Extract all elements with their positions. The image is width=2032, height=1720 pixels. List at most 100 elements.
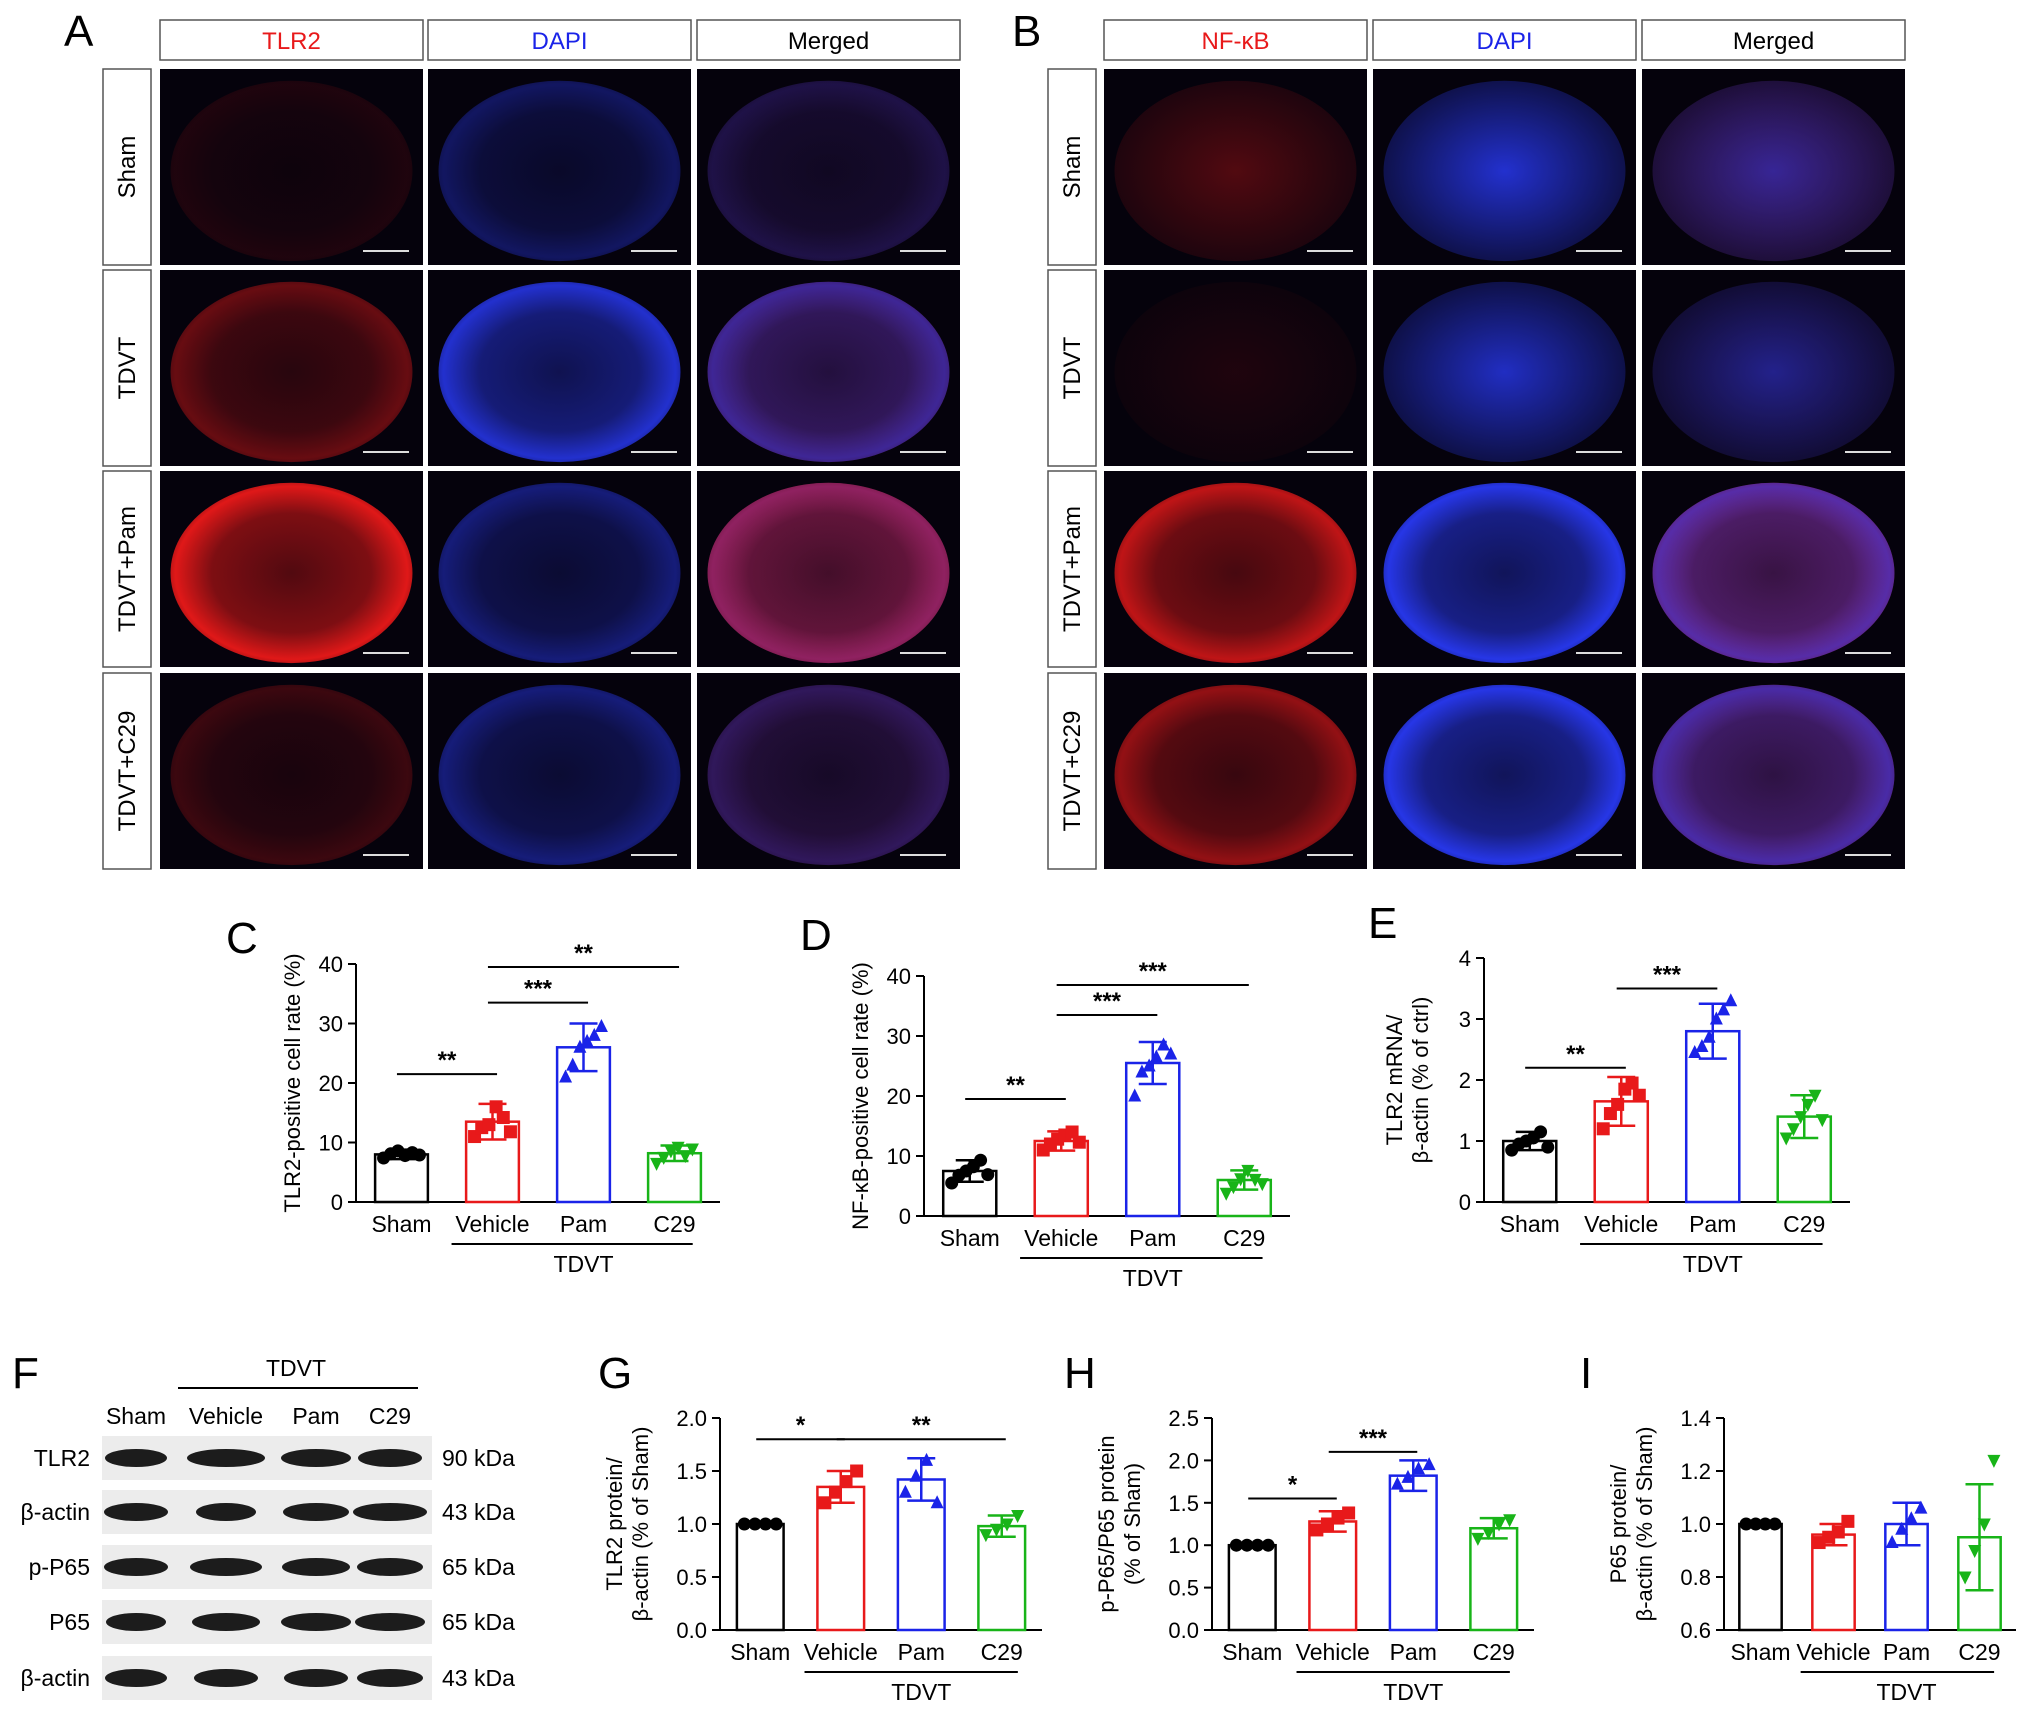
category-label: Pam xyxy=(898,1639,945,1665)
dapi-signal xyxy=(1383,684,1626,866)
band xyxy=(353,1503,427,1521)
data-point xyxy=(594,1018,608,1032)
category-label: Vehicle xyxy=(1584,1211,1658,1237)
y-axis-label: (% of Sham) xyxy=(1120,1463,1145,1585)
data-point xyxy=(503,1125,517,1139)
y-tick-label: 40 xyxy=(887,964,911,989)
band xyxy=(190,1558,262,1576)
category-label: Vehicle xyxy=(1024,1225,1098,1251)
data-point xyxy=(1717,1002,1731,1016)
data-point xyxy=(1801,1098,1815,1112)
lane-label: Pam xyxy=(292,1403,339,1429)
data-point xyxy=(930,1495,944,1509)
category-label: Pam xyxy=(1883,1639,1930,1665)
data-point xyxy=(759,1517,773,1531)
column-header-box xyxy=(1641,19,1906,61)
data-point xyxy=(580,1033,594,1047)
data-point xyxy=(1481,1526,1495,1540)
y-tick-label: 0 xyxy=(899,1204,911,1229)
bar-vehicle xyxy=(1811,1533,1856,1632)
data-point xyxy=(650,1157,664,1171)
band xyxy=(357,1669,423,1687)
group-label: TDVT xyxy=(553,1251,613,1277)
data-point xyxy=(1157,1037,1171,1051)
marker-signal xyxy=(170,684,413,866)
y-tick-label: 0.5 xyxy=(676,1565,707,1590)
data-point xyxy=(1011,1510,1025,1524)
bar-vehicle xyxy=(816,1485,866,1632)
data-point xyxy=(1135,1064,1149,1078)
data-point xyxy=(1248,1173,1262,1187)
data-point xyxy=(1412,1461,1426,1475)
category-label: Pam xyxy=(1129,1225,1176,1251)
lane-label: Vehicle xyxy=(189,1403,263,1429)
dapi-signal xyxy=(438,281,681,463)
data-point xyxy=(1331,1511,1345,1525)
panel-label-f: F xyxy=(12,1349,39,1398)
dapi-signal xyxy=(1652,684,1895,866)
data-point xyxy=(1702,1029,1716,1043)
category-label: Pam xyxy=(1689,1211,1736,1237)
column-header-box xyxy=(696,19,961,61)
dapi-signal xyxy=(438,684,681,866)
data-point xyxy=(1471,1532,1485,1546)
row-label-box xyxy=(1047,68,1097,266)
dapi-signal xyxy=(1383,482,1626,664)
category-label: Sham xyxy=(1730,1639,1790,1665)
bar-vehicle xyxy=(1308,1520,1358,1632)
y-tick-label: 0.8 xyxy=(1680,1565,1711,1590)
data-point xyxy=(1072,1135,1086,1149)
bar-pam xyxy=(1124,1061,1181,1218)
category-label: C29 xyxy=(1783,1211,1825,1237)
chart-e: 0 1 2 3 4 TLR2 mRNA/β-actin (% of ctrl) Sham Ve… xyxy=(1382,946,1850,1277)
y-tick-label: 30 xyxy=(319,1012,343,1037)
data-point xyxy=(1739,1517,1753,1531)
row-label-box xyxy=(102,672,152,870)
blot-row-label: β-actin xyxy=(21,1499,90,1525)
data-point xyxy=(685,1143,699,1157)
row-label-box xyxy=(102,269,152,467)
data-point xyxy=(1241,1164,1255,1178)
data-point xyxy=(1768,1517,1782,1531)
category-label: Sham xyxy=(1222,1639,1282,1665)
row-label-tdvt-pam: TDVT+Pam xyxy=(114,506,141,632)
band xyxy=(283,1503,349,1521)
data-point xyxy=(1895,1521,1909,1535)
group-label: TDVT xyxy=(1123,1265,1183,1291)
row-label-sham: Sham xyxy=(114,136,141,199)
y-tick-label: 30 xyxy=(887,1024,911,1049)
significance-label: * xyxy=(1288,1472,1298,1499)
data-point xyxy=(1914,1500,1928,1514)
group-label: TDVT xyxy=(1383,1679,1443,1705)
data-point xyxy=(974,1153,988,1167)
dapi-signal xyxy=(707,80,950,262)
data-point xyxy=(1219,1187,1233,1201)
y-tick-label: 0.6 xyxy=(1680,1618,1711,1643)
row-label-tdvt-pam: TDVT+Pam xyxy=(1059,506,1086,632)
y-tick-label: 0 xyxy=(331,1190,343,1215)
significance-label: ** xyxy=(1566,1041,1585,1068)
data-point xyxy=(1000,1518,1014,1532)
data-point xyxy=(1534,1125,1548,1139)
data-point xyxy=(909,1468,923,1482)
data-point xyxy=(1240,1538,1254,1552)
panel-label-e: E xyxy=(1368,899,1397,948)
y-axis-label: NF-κB-positive cell rate (%) xyxy=(848,962,873,1230)
data-point xyxy=(1904,1511,1918,1525)
y-axis-label: β-actin (% of Sham) xyxy=(628,1427,653,1622)
y-axis-label: TLR2 mRNA/ xyxy=(1382,1014,1407,1146)
column-header-nf-b: NF-κB xyxy=(1202,28,1270,55)
y-tick-label: 1.5 xyxy=(1168,1491,1199,1516)
y-tick-label: 0.0 xyxy=(676,1618,707,1643)
data-point xyxy=(1128,1088,1142,1102)
bar-sham xyxy=(735,1522,785,1632)
dapi-signal xyxy=(1383,281,1626,463)
data-point xyxy=(828,1485,842,1499)
column-header-box xyxy=(159,19,424,61)
data-point xyxy=(1758,1517,1772,1531)
y-tick-label: 1.0 xyxy=(1168,1533,1199,1558)
data-point xyxy=(850,1464,864,1478)
row-label-box xyxy=(1047,672,1097,870)
significance-label: *** xyxy=(1139,958,1168,985)
data-point xyxy=(1310,1523,1324,1537)
